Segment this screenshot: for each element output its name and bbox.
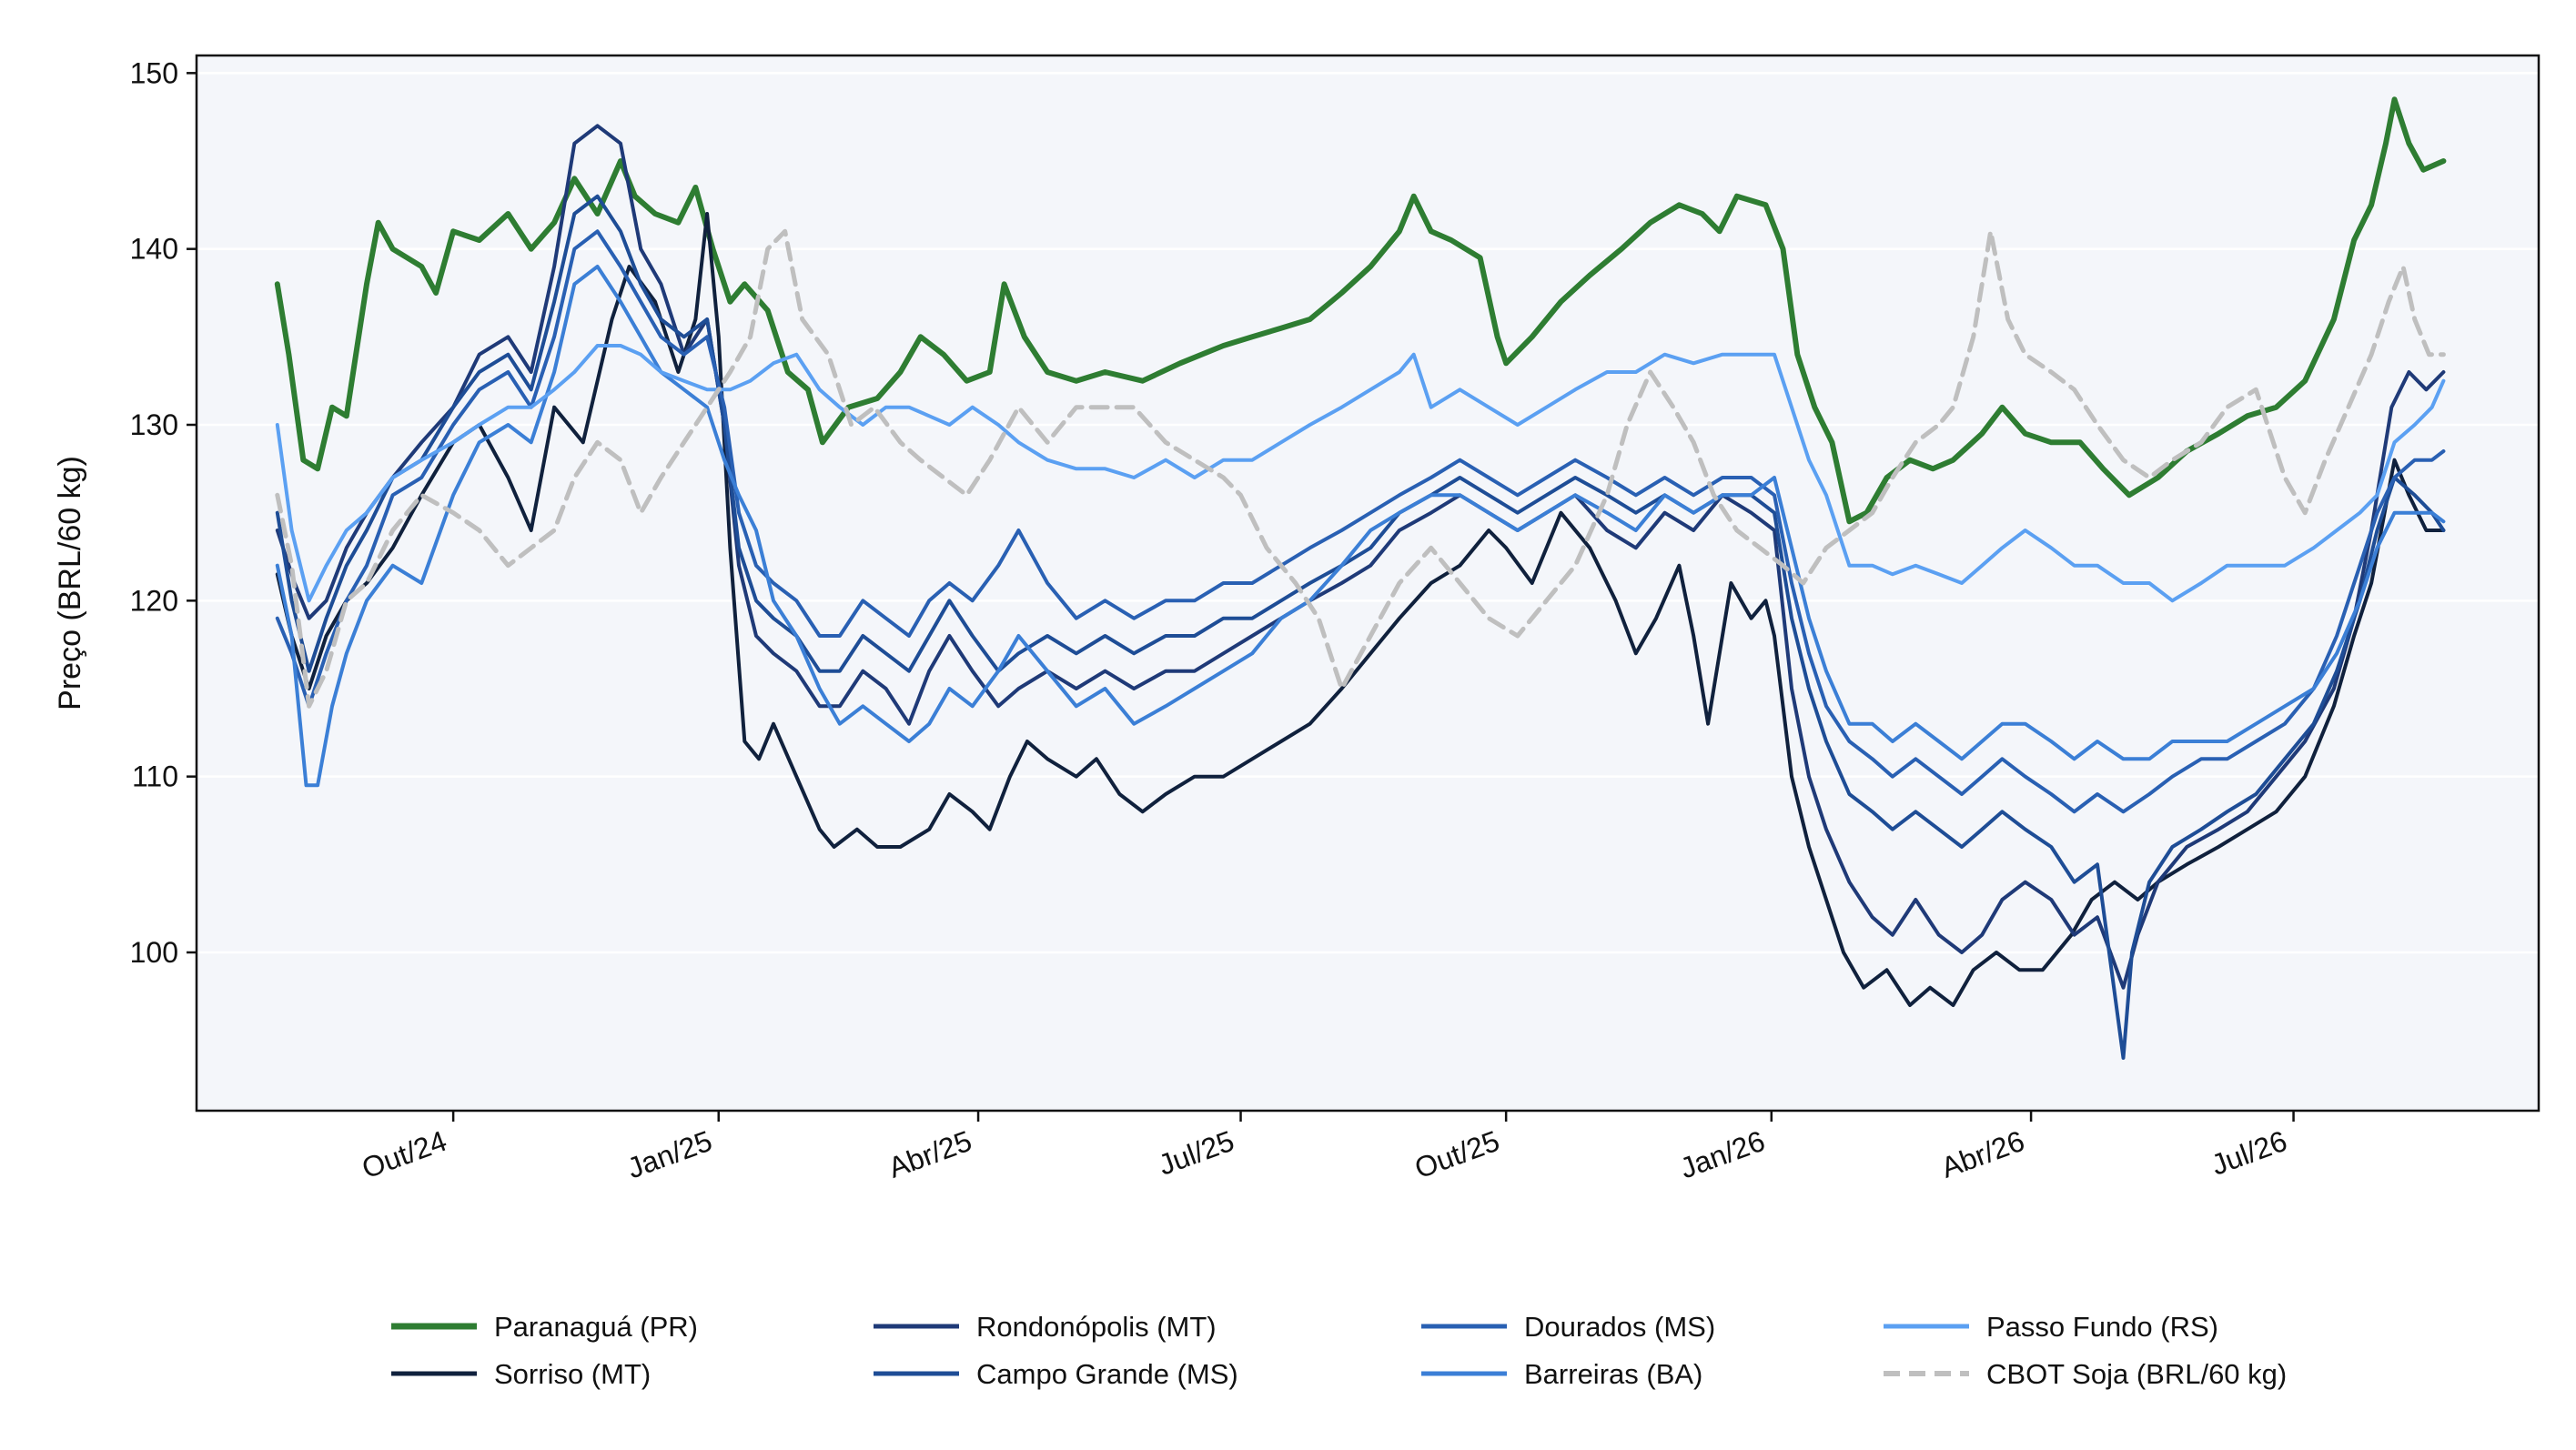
series-line-4 (275, 229, 2446, 814)
x-axis-ticks: Out/24 Jan/25 Abr/25 Jul/25 Out/25 Jan/26 Abr/… (358, 1111, 2295, 1185)
series-line-7 (275, 228, 2446, 709)
x-tick-label: Out/25 (1410, 1124, 1504, 1185)
y-tick-label: 140 (130, 233, 178, 266)
x-tick-label: Abr/26 (1937, 1124, 2029, 1184)
x-tick-label: Abr/25 (884, 1124, 976, 1184)
legend-label: Sorriso (MT) (494, 1358, 651, 1390)
y-tick-label: 100 (130, 936, 178, 969)
y-tick-label: 120 (130, 584, 178, 617)
series-line-5 (275, 265, 2446, 788)
legend: Paranaguá (PR) Sorriso (MT) Rondonópolis (… (391, 1311, 2287, 1390)
y-axis-ticks: 100 110 120 130 140 150 (130, 56, 197, 969)
legend-label: Dourados (MS) (1524, 1311, 1715, 1343)
y-tick-label: 110 (132, 760, 178, 793)
series-line-0 (274, 96, 2447, 525)
x-tick-label: Jul/25 (1154, 1124, 1238, 1182)
x-tick-label: Jan/26 (1676, 1124, 1770, 1185)
series-line-2 (275, 124, 2446, 990)
legend-label: CBOT Soja (BRL/60 kg) (1986, 1358, 2287, 1390)
series-line-6 (275, 344, 2446, 603)
x-tick-label: Jan/25 (623, 1124, 717, 1185)
plot-frame (195, 54, 2541, 1113)
legend-label: Paranaguá (PR) (494, 1311, 698, 1343)
y-axis-label: Preço (BRL/60 kg) (53, 456, 87, 710)
legend-label: Barreiras (BA) (1524, 1358, 1702, 1390)
legend-label: Passo Fundo (RS) (1986, 1311, 2218, 1343)
y-tick-label: 150 (130, 56, 178, 89)
x-tick-label: Out/24 (358, 1124, 451, 1185)
legend-label: Campo Grande (MS) (976, 1358, 1238, 1390)
x-tick-label: Jul/26 (2207, 1124, 2291, 1182)
y-tick-label: 130 (130, 408, 178, 441)
series-line-3 (275, 194, 2446, 1060)
series-lines (274, 96, 2447, 1060)
legend-label: Rondonópolis (MT) (976, 1311, 1217, 1343)
